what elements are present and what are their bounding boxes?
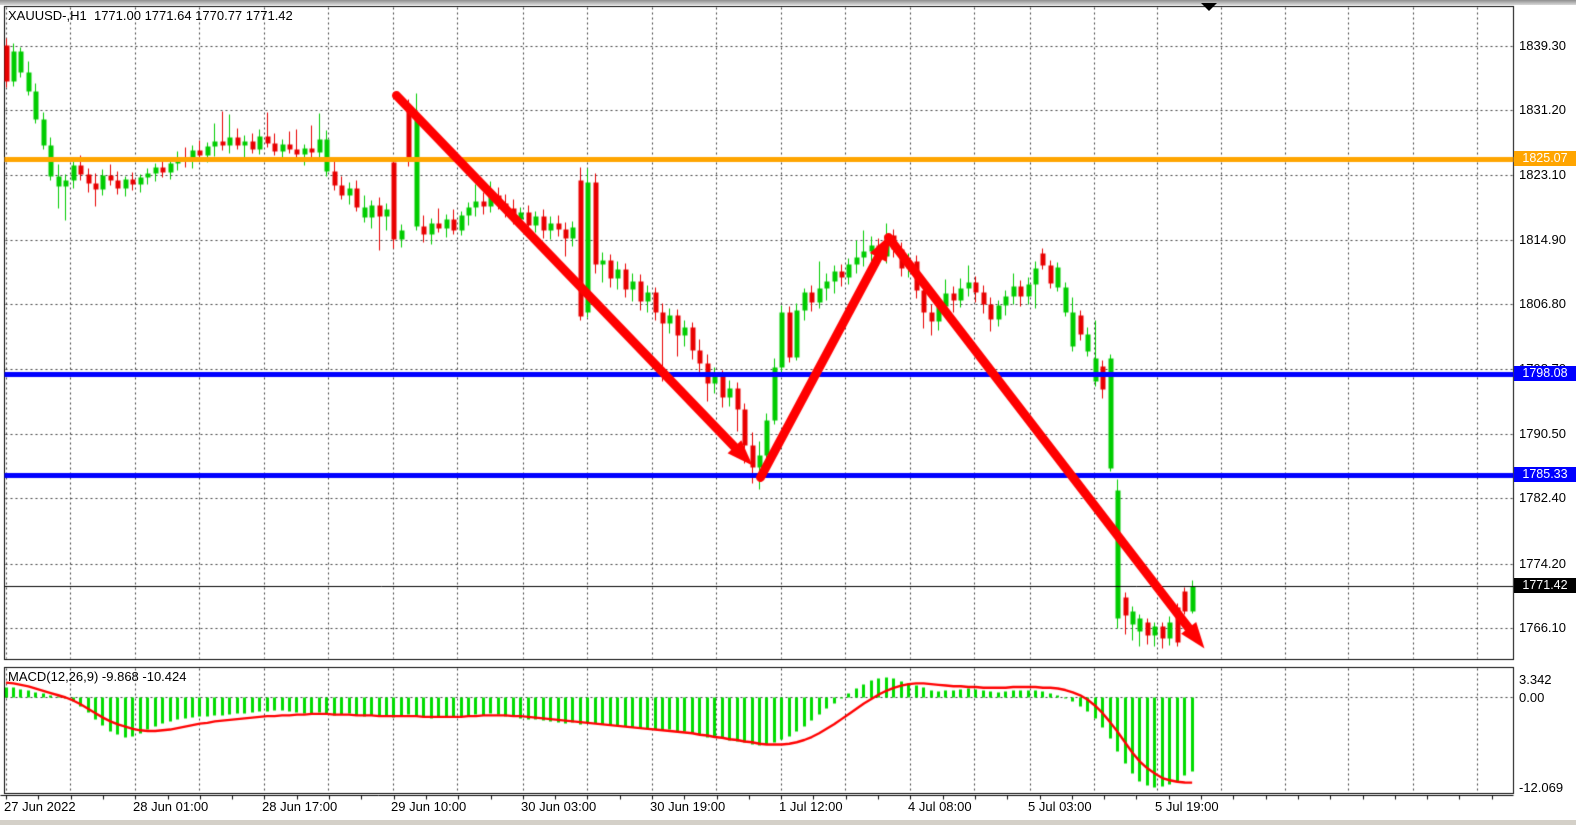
x-axis-label: 27 Jun 2022 — [4, 799, 76, 814]
price-level-badge: 1771.42 — [1514, 578, 1576, 593]
x-axis-label: 30 Jun 19:00 — [650, 799, 726, 814]
y-axis-label: 1814.90 — [1519, 232, 1566, 247]
macd-axis-label-max: 3.342 — [1519, 672, 1552, 687]
x-axis-label: 29 Jun 10:00 — [391, 799, 467, 814]
price-level-badge: 1785.33 — [1514, 467, 1576, 482]
x-axis-label: 28 Jun 01:00 — [133, 799, 209, 814]
shift-end-marker-icon — [1201, 3, 1217, 11]
y-axis-label: 1774.20 — [1519, 556, 1566, 571]
x-axis-label: 30 Jun 03:00 — [521, 799, 597, 814]
x-axis-label: 1 Jul 12:00 — [779, 799, 843, 814]
y-axis-label: 1790.50 — [1519, 426, 1566, 441]
x-axis-label: 28 Jun 17:00 — [262, 799, 338, 814]
macd-axis-label-min: -12.069 — [1519, 780, 1564, 795]
y-axis-label: 1839.30 — [1519, 38, 1566, 53]
x-axis-label: 5 Jul 03:00 — [1028, 799, 1092, 814]
y-axis-label: 1823.10 — [1519, 167, 1566, 182]
y-axis-label: 1806.80 — [1519, 296, 1566, 311]
window-bottom-edge — [0, 820, 1576, 825]
macd-indicator-label: MACD(12,26,9) -9.868 -10.424 — [8, 669, 187, 684]
macd-axis-label-zero: 0.00 — [1519, 690, 1545, 705]
y-axis-label: 1831.20 — [1519, 102, 1566, 117]
price-level-badge: 1825.07 — [1514, 151, 1576, 166]
y-axis-label: 1782.40 — [1519, 490, 1566, 505]
price-level-badge: 1798.08 — [1514, 366, 1576, 381]
y-axis-label: 1766.10 — [1519, 620, 1566, 635]
x-axis-label: 5 Jul 19:00 — [1155, 799, 1219, 814]
x-axis-label: 4 Jul 08:00 — [908, 799, 972, 814]
chart-title-ohlc: XAUUSD-,H1 1771.00 1771.64 1770.77 1771.… — [8, 8, 293, 23]
